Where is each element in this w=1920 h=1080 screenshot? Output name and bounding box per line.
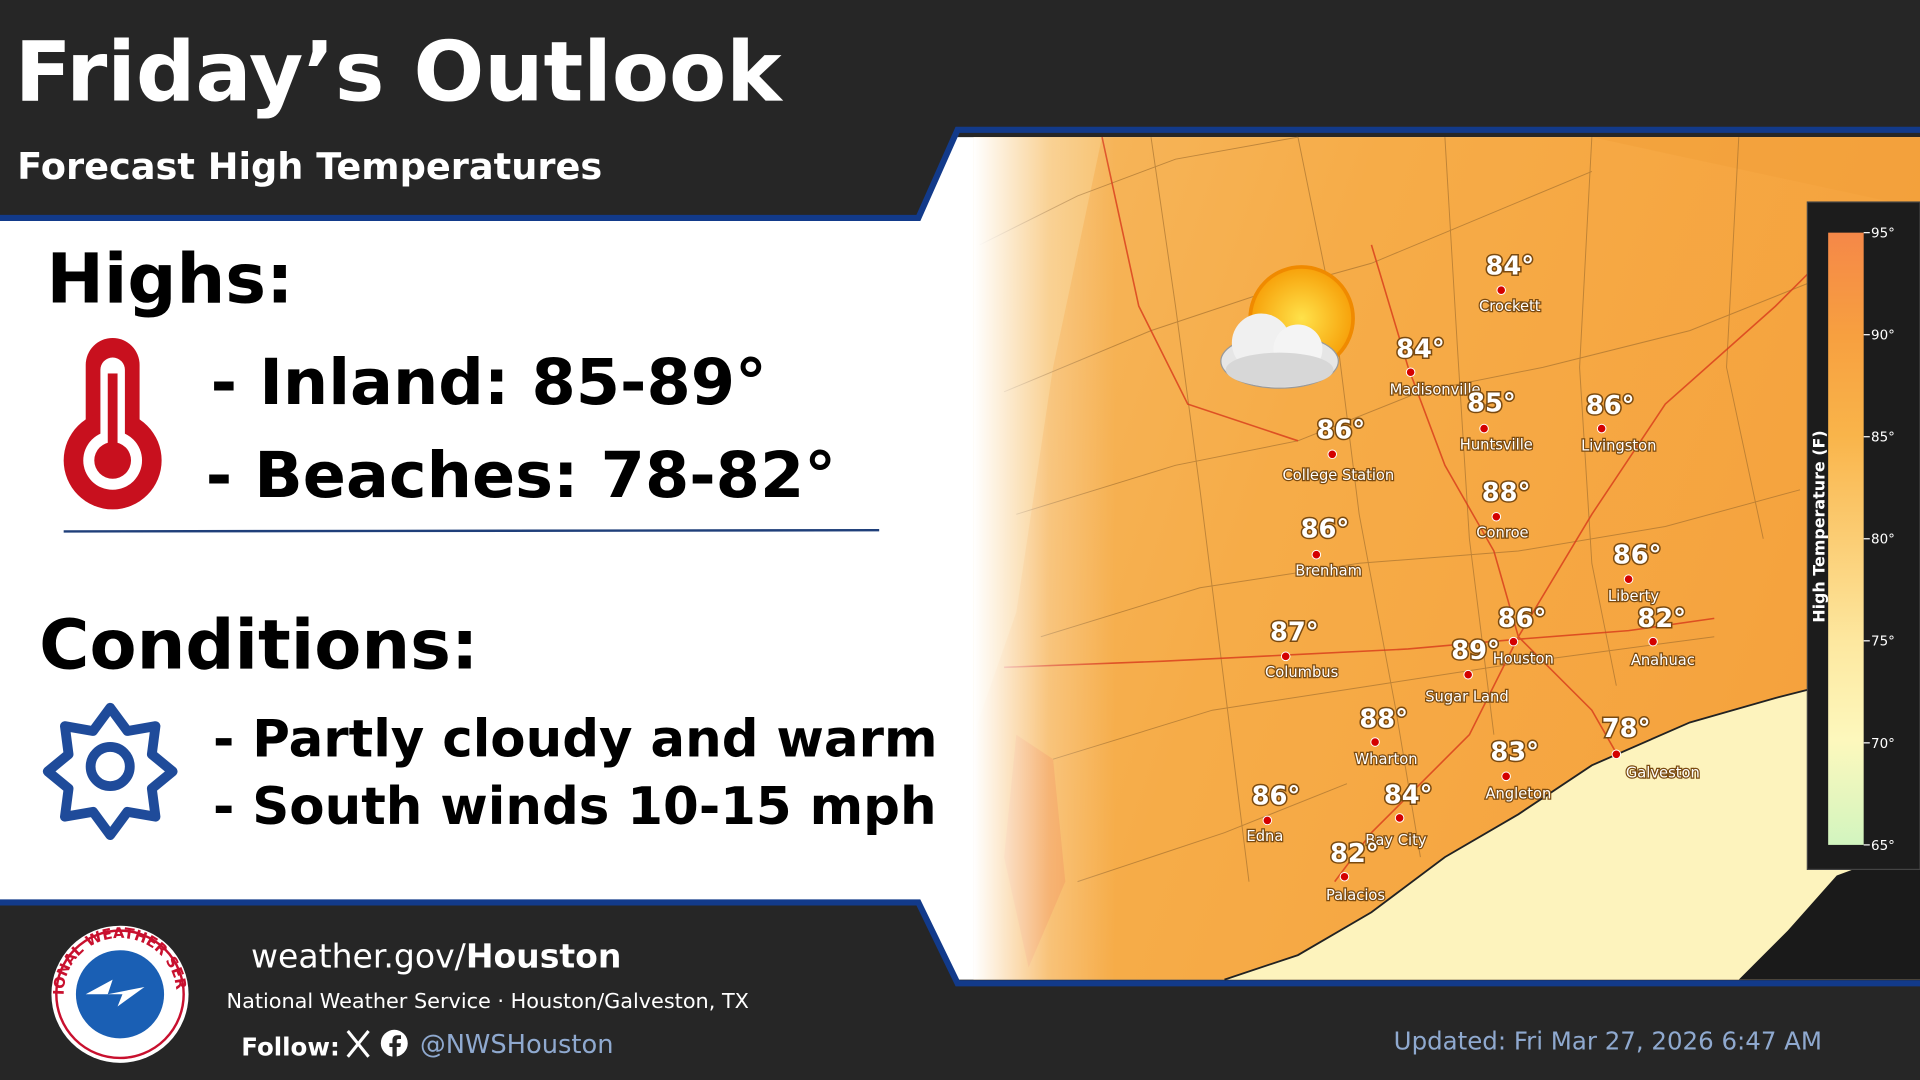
- map-fade: [973, 137, 1920, 980]
- subtitle: Forecast High Temperatures: [17, 145, 602, 188]
- city-temperature: 84°: [1384, 780, 1433, 810]
- accent-line: [0, 899, 1920, 987]
- city-name: Houston: [1493, 651, 1554, 668]
- city-name: Crockett: [1479, 298, 1541, 315]
- city-name: Huntsville: [1460, 436, 1533, 453]
- city-temperature: 88°: [1359, 704, 1408, 734]
- thermometer-icon: [63, 337, 162, 510]
- legend-tick-label: 90°: [1871, 329, 1895, 344]
- city-temperature: 85°: [1467, 388, 1516, 418]
- city-name: Bay City: [1365, 832, 1427, 849]
- updated-time: Updated: Fri Mar 27, 2026 6:47 AM: [1394, 1026, 1822, 1055]
- city-name: Sugar Land: [1425, 689, 1508, 706]
- city-temperature: 87°: [1270, 617, 1319, 647]
- accent-line: [0, 126, 1920, 222]
- city-marker: [1262, 815, 1273, 826]
- legend: High Temperature (F) 95° 90° 85° 80° 75° 70° 6…: [1806, 201, 1920, 870]
- follow-label: Follow:: [241, 1033, 340, 1062]
- city-marker: [1508, 636, 1519, 647]
- city-marker: [1311, 549, 1322, 560]
- website[interactable]: weather.gov/Houston: [251, 936, 621, 975]
- city-temperature: 86°: [1586, 391, 1635, 421]
- x-icon[interactable]: [346, 1030, 370, 1058]
- city-name: Galveston: [1626, 765, 1700, 782]
- legend-tick-label: 80°: [1871, 533, 1895, 548]
- city-marker: [1479, 423, 1489, 434]
- conditions-heading: Conditions:: [39, 606, 478, 686]
- city-name: Conroe: [1476, 525, 1528, 542]
- city-marker: [1394, 813, 1405, 823]
- city-temperature: 88°: [1482, 478, 1531, 508]
- city-marker: [1280, 651, 1291, 662]
- city-name: Palacios: [1326, 887, 1385, 904]
- legend-tick-label: 75°: [1871, 635, 1895, 650]
- legend-title: High Temperature (F): [1809, 430, 1828, 622]
- city-marker: [1491, 511, 1502, 522]
- city-marker: [1596, 423, 1607, 434]
- legend-colorbar: [1828, 232, 1864, 845]
- highs-heading: Highs:: [47, 239, 294, 319]
- city-marker: [1611, 749, 1622, 760]
- city-marker: [1648, 636, 1658, 647]
- city-temperature: 86°: [1498, 604, 1547, 634]
- social-handle[interactable]: @NWSHouston: [420, 1030, 614, 1060]
- city-name: Brenham: [1295, 563, 1362, 580]
- legend-tick-label: 95°: [1871, 227, 1895, 242]
- city-temperature: 82°: [1330, 839, 1379, 869]
- city-name: Columbus: [1265, 664, 1338, 681]
- city-temperature: 86°: [1317, 415, 1366, 445]
- legend-tick-label: 85°: [1871, 431, 1895, 446]
- legend-tick-label: 65°: [1871, 839, 1895, 854]
- city-name: Edna: [1246, 828, 1283, 845]
- city-marker: [1339, 871, 1350, 882]
- weather-icon: [1220, 265, 1355, 389]
- city-marker: [1463, 669, 1473, 680]
- divider: [63, 528, 880, 533]
- city-name: Liberty: [1608, 588, 1659, 605]
- city-temperature: 83°: [1490, 737, 1539, 767]
- city-marker: [1623, 574, 1634, 584]
- facebook-icon[interactable]: [380, 1029, 408, 1058]
- title: Friday’s Outlook: [15, 23, 784, 120]
- city-temperature: 84°: [1485, 251, 1534, 281]
- city-name: Livingston: [1581, 438, 1656, 455]
- city-marker: [1370, 737, 1380, 747]
- city-temperature: 89°: [1451, 636, 1500, 666]
- city-temperature: 86°: [1301, 515, 1350, 545]
- city-name: Wharton: [1355, 751, 1418, 768]
- highs-item: - Inland: 85-89°: [211, 346, 767, 420]
- city-name: Angleton: [1485, 785, 1551, 802]
- city-marker: [1327, 449, 1338, 460]
- office-name: National Weather Service · Houston/Galve…: [227, 989, 749, 1013]
- highs-item: - Beaches: 78-82°: [206, 439, 836, 513]
- city-name: Madisonville: [1390, 381, 1481, 398]
- city-name: Anahuac: [1631, 652, 1695, 669]
- city-temperature: 82°: [1637, 604, 1686, 634]
- website-office[interactable]: Houston: [466, 936, 622, 975]
- conditions-item: - Partly cloudy and warm: [213, 710, 937, 770]
- map: 84°Crockett84°Madisonville85°Huntsville8…: [973, 136, 1920, 981]
- city-temperature: 86°: [1613, 540, 1662, 570]
- city-temperature: 78°: [1602, 714, 1651, 744]
- city-marker: [1405, 367, 1416, 378]
- city-marker: [1496, 285, 1506, 295]
- city-temperature: 84°: [1396, 335, 1445, 365]
- city-marker: [1501, 771, 1511, 782]
- sun-icon: [42, 702, 178, 840]
- conditions-item: - South winds 10-15 mph: [213, 777, 937, 837]
- website-prefix[interactable]: weather.gov/: [251, 936, 467, 975]
- city-temperature: 86°: [1252, 781, 1301, 811]
- city-name: College Station: [1283, 467, 1395, 484]
- legend-tick-label: 70°: [1871, 737, 1895, 752]
